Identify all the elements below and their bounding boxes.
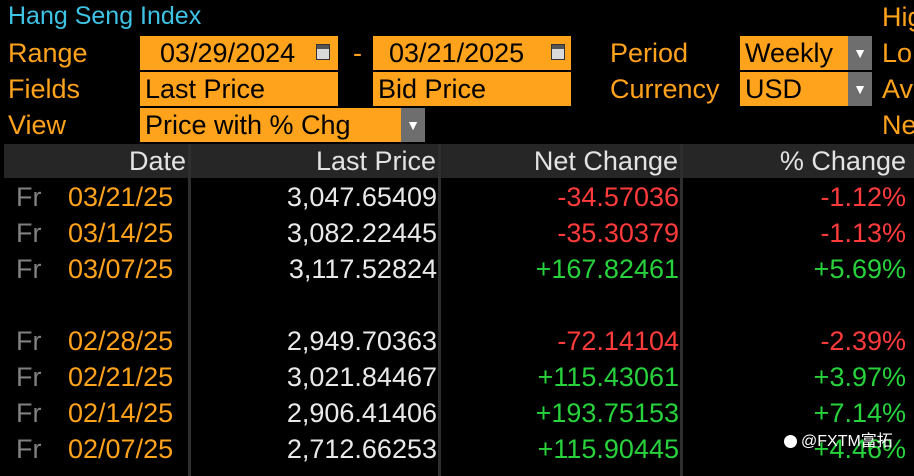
row-date: 03/07/25 [68,254,174,284]
column-divider [680,144,683,476]
row-day: Fr [16,362,42,392]
table-header [4,144,914,178]
row-last-price: 3,082.22445 [286,218,437,248]
row-day: Fr [16,434,42,464]
watermark-text: @FXTM富拓 [801,433,893,450]
field-2-value: Bid Price [378,74,487,104]
calendar-icon[interactable] [551,44,565,60]
row-net-change: +115.90445 [537,434,679,464]
fxtm-logo-icon [784,435,797,449]
view-select[interactable]: Price with % Chg [140,108,401,142]
view-dropdown-icon[interactable]: ▼ [401,108,425,142]
row-net-change: +115.43061 [537,362,679,392]
period-select[interactable]: Weekly [740,36,848,70]
row-last-price: 3,047.65409 [286,182,437,212]
column-divider [188,144,191,476]
row-date: 02/21/25 [68,362,174,392]
row-date: 03/14/25 [68,218,174,248]
start-date-field[interactable]: 03/29/2024 [140,36,338,70]
currency-select[interactable]: USD [740,72,848,106]
field-2-select[interactable]: Bid Price [373,72,571,106]
column-divider [438,144,441,476]
row-date: 03/21/25 [68,182,174,212]
row-pct-change: +5.69% [813,254,906,284]
row-pct-change: -2.39% [820,326,906,356]
period-label: Period [610,38,689,68]
view-label: View [8,110,67,140]
calendar-icon[interactable] [316,44,330,60]
row-last-price: 2,712.66253 [286,434,437,464]
row-last-price: 3,117.52824 [288,254,437,284]
field-1-value: Last Price [145,74,266,104]
high-label: Hig [882,2,914,32]
row-date: 02/14/25 [68,398,174,428]
row-pct-change: -1.12% [820,182,906,212]
row-pct-change: +4.46% [813,434,906,464]
row-net-change: +167.82461 [535,254,679,284]
column-header-pct-change[interactable]: % Change [779,146,906,176]
fields-label: Fields [8,74,81,104]
currency-dropdown-icon[interactable]: ▼ [848,72,872,106]
row-net-change: -34.57036 [557,182,679,212]
column-header-last-price[interactable]: Last Price [315,146,436,176]
row-last-price: 2,906.41406 [286,398,437,428]
row-day: Fr [16,218,42,248]
row-day: Fr [16,398,42,428]
row-net-change: +193.75153 [535,398,679,428]
row-last-price: 2,949.70363 [286,326,437,356]
row-last-price: 3,021.84467 [286,362,437,392]
page-title: Hang Seng Index [8,2,202,30]
row-day: Fr [16,326,42,356]
average-label: Av [882,74,914,104]
column-header-date[interactable]: Date [128,146,186,176]
row-net-change: -72.14104 [557,326,679,356]
start-date-value: 03/29/2024 [160,38,296,68]
row-date: 02/28/25 [68,326,174,356]
period-value: Weekly [745,38,834,68]
row-day: Fr [16,254,42,284]
watermark: @FXTM富拓 [784,432,893,452]
row-net-change: -35.30379 [557,218,679,248]
range-label: Range [8,38,88,68]
currency-value: USD [745,74,803,104]
period-dropdown-icon[interactable]: ▼ [848,36,872,70]
row-date: 02/07/25 [68,434,174,464]
view-value: Price with % Chg [145,110,351,140]
end-date-value: 03/21/2025 [389,38,525,68]
row-pct-change: -1.13% [820,218,906,248]
row-day: Fr [16,182,42,212]
row-pct-change: +3.97% [813,362,906,392]
row-pct-change: +7.14% [813,398,906,428]
range-dash: - [353,38,362,68]
net-label: Ne [882,110,914,140]
low-label: Lo [882,38,913,68]
column-header-net-change[interactable]: Net Change [533,146,678,176]
end-date-field[interactable]: 03/21/2025 [373,36,571,70]
field-1-select[interactable]: Last Price [140,72,338,106]
currency-label: Currency [610,74,720,104]
